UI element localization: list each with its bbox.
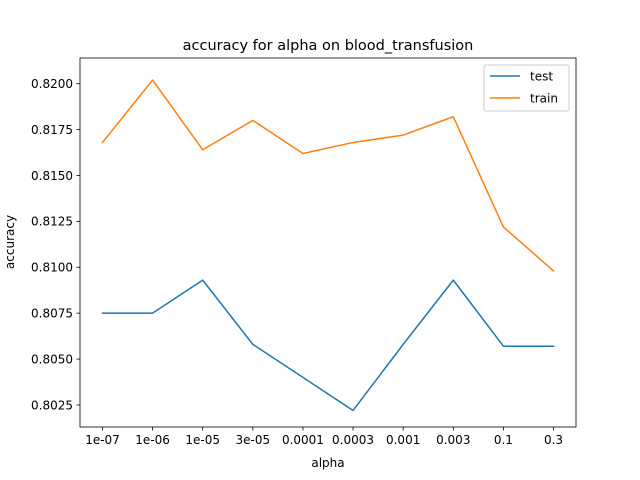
y-tick-label: 0.8025 <box>31 398 73 412</box>
y-tick-label: 0.8125 <box>31 215 73 229</box>
x-tick-label: 0.3 <box>544 433 563 447</box>
y-tick-label: 0.8175 <box>31 123 73 137</box>
x-tick-label: 1e-05 <box>185 433 220 447</box>
x-tick-label: 1e-06 <box>135 433 170 447</box>
y-tick-label: 0.8100 <box>31 261 73 275</box>
y-tick-label: 0.8150 <box>31 169 73 183</box>
legend-label-train: train <box>530 92 558 106</box>
chart-title: accuracy for alpha on blood_transfusion <box>183 38 474 54</box>
legend: test train <box>483 64 570 112</box>
plot-area-frame <box>79 57 577 428</box>
x-tick-label: 3e-05 <box>236 433 271 447</box>
y-axis-ticks: 0.8025 0.8050 0.8075 0.8100 0.8125 0.8150 0.81… <box>31 77 80 412</box>
y-tick-label: 0.8075 <box>31 306 73 320</box>
series-line-test <box>101 279 555 412</box>
x-tick-label: 0.0003 <box>332 433 374 447</box>
series-lines <box>101 79 555 412</box>
x-axis-ticks: 1e-07 1e-06 1e-05 3e-05 0.0001 0.0003 0.001 0.0… <box>85 427 563 447</box>
y-tick-label: 0.8050 <box>31 352 73 366</box>
x-tick-label: 0.1 <box>494 433 513 447</box>
x-tick-label: 0.003 <box>436 433 470 447</box>
x-tick-label: 0.0001 <box>282 433 324 447</box>
x-tick-label: 0.001 <box>386 433 420 447</box>
legend-label-test: test <box>530 70 553 84</box>
x-axis-label: alpha <box>311 456 344 470</box>
x-tick-label: 1e-07 <box>85 433 120 447</box>
series-line-train <box>101 79 555 273</box>
y-axis-label: accuracy <box>3 215 17 269</box>
y-tick-label: 0.8200 <box>31 77 73 91</box>
